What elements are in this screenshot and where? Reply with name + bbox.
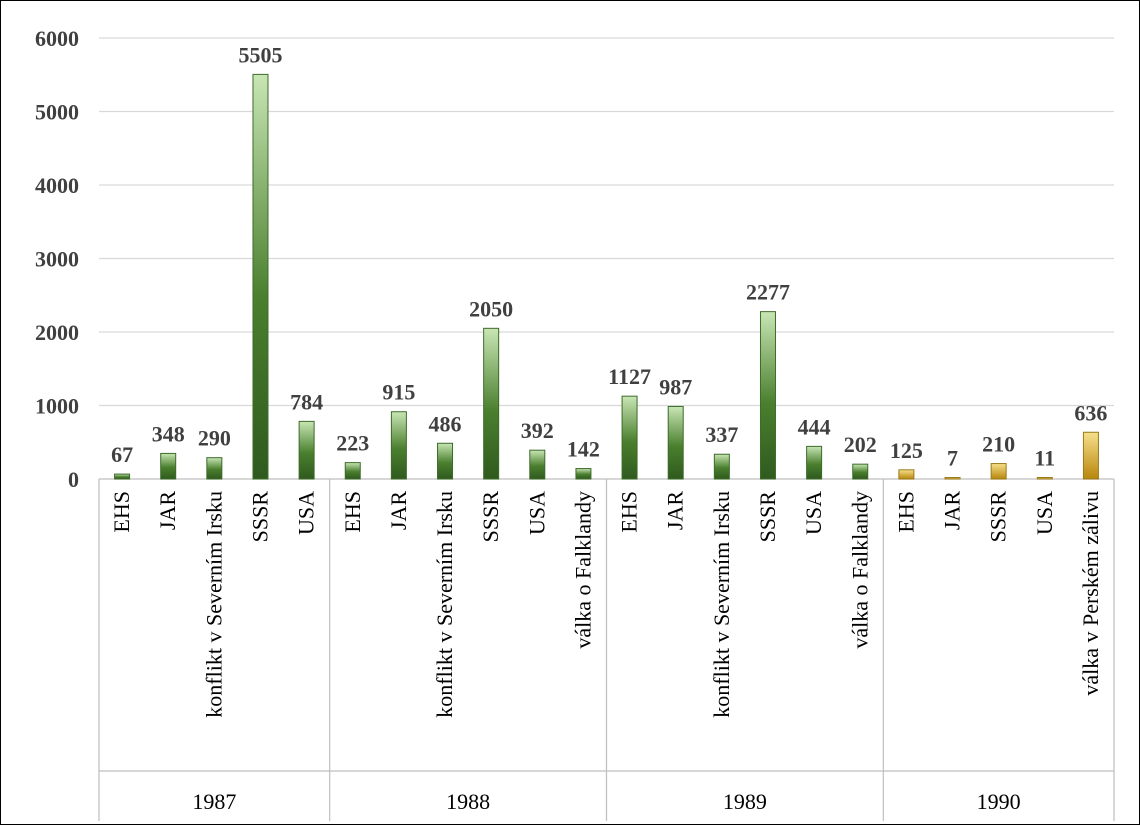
bar xyxy=(298,420,315,480)
bar xyxy=(390,411,407,480)
bar xyxy=(806,445,823,480)
gridlines xyxy=(99,37,1114,480)
bar xyxy=(944,477,961,480)
category-label: JAR xyxy=(940,491,965,530)
bar xyxy=(667,405,684,480)
category-label: EHS xyxy=(617,491,642,533)
bar xyxy=(898,469,915,480)
bar xyxy=(529,449,546,480)
bar xyxy=(575,468,592,480)
bar xyxy=(483,327,500,480)
y-tick-label: 6000 xyxy=(35,26,79,51)
category-label: EHS xyxy=(109,491,134,533)
category-label: válka v Perském zálivu xyxy=(1078,491,1103,696)
category-label: SSSR xyxy=(478,491,503,543)
y-tick-label: 5000 xyxy=(35,100,79,125)
y-tick-label: 0 xyxy=(68,467,79,492)
category-label: JAR xyxy=(155,491,180,530)
data-label: 210 xyxy=(982,432,1015,457)
category-label: USA xyxy=(524,491,549,535)
group-label: 1988 xyxy=(446,789,490,814)
bar xyxy=(344,462,361,480)
category-label: JAR xyxy=(663,491,688,530)
category-label: SSSR xyxy=(247,491,272,543)
bar xyxy=(160,452,177,480)
data-label: 392 xyxy=(521,418,554,443)
bar xyxy=(1082,431,1099,480)
group-label: 1987 xyxy=(192,789,236,814)
data-label: 2050 xyxy=(469,296,513,321)
bar xyxy=(713,453,730,480)
y-tick-label: 2000 xyxy=(35,320,79,345)
category-label: konflikt v Severním Irsku xyxy=(709,491,734,718)
data-label: 223 xyxy=(336,431,369,456)
category-label: konflikt v Severním Irsku xyxy=(432,491,457,718)
category-label: válka o Falklandy xyxy=(847,491,872,649)
category-label: válka o Falklandy xyxy=(570,491,595,649)
data-label: 636 xyxy=(1074,400,1107,425)
category-label: USA xyxy=(294,491,319,535)
bar xyxy=(621,395,638,480)
data-label: 125 xyxy=(890,438,923,463)
bar xyxy=(252,73,269,480)
data-label: 1127 xyxy=(608,364,651,389)
bars xyxy=(114,73,1099,480)
data-label: 486 xyxy=(429,411,462,436)
y-axis-ticks: 0 1000 2000 3000 4000 5000 6000 xyxy=(35,26,79,492)
data-label: 784 xyxy=(290,389,323,414)
group-label: 1989 xyxy=(723,789,767,814)
data-label: 987 xyxy=(659,374,692,399)
data-label: 915 xyxy=(382,380,415,405)
category-label: SSSR xyxy=(986,491,1011,543)
data-label: 337 xyxy=(705,422,738,447)
bar xyxy=(1036,477,1053,480)
data-label: 444 xyxy=(798,414,831,439)
y-tick-label: 3000 xyxy=(35,247,79,272)
data-label: 11 xyxy=(1034,446,1055,471)
bar xyxy=(114,473,131,480)
bar xyxy=(759,311,776,480)
category-label: JAR xyxy=(386,491,411,530)
category-axis: EHS JAR konflikt v Severním Irsku SSSR USA EH… xyxy=(98,479,1115,821)
data-labels: 67 348 290 5505 784 223 915 486 2050 392 142 1127 98… xyxy=(111,42,1107,470)
category-label: konflikt v Severním Irsku xyxy=(201,491,226,718)
group-label: 1990 xyxy=(977,789,1021,814)
y-tick-label: 4000 xyxy=(35,173,79,198)
bar xyxy=(437,442,454,480)
data-label: 348 xyxy=(152,421,185,446)
category-label: EHS xyxy=(340,491,365,533)
data-label: 202 xyxy=(844,432,877,457)
category-label: EHS xyxy=(893,491,918,533)
bar xyxy=(990,463,1007,480)
category-label: USA xyxy=(801,491,826,535)
y-tick-label: 1000 xyxy=(35,394,79,419)
data-label: 142 xyxy=(567,437,600,462)
data-label: 290 xyxy=(198,426,231,451)
bar xyxy=(206,457,223,480)
data-label: 2277 xyxy=(746,280,790,305)
data-label: 67 xyxy=(111,442,133,467)
category-label: SSSR xyxy=(755,491,780,543)
category-label: USA xyxy=(1032,491,1057,535)
bar xyxy=(852,463,869,480)
data-label: 5505 xyxy=(238,42,282,67)
data-label: 7 xyxy=(947,446,958,471)
